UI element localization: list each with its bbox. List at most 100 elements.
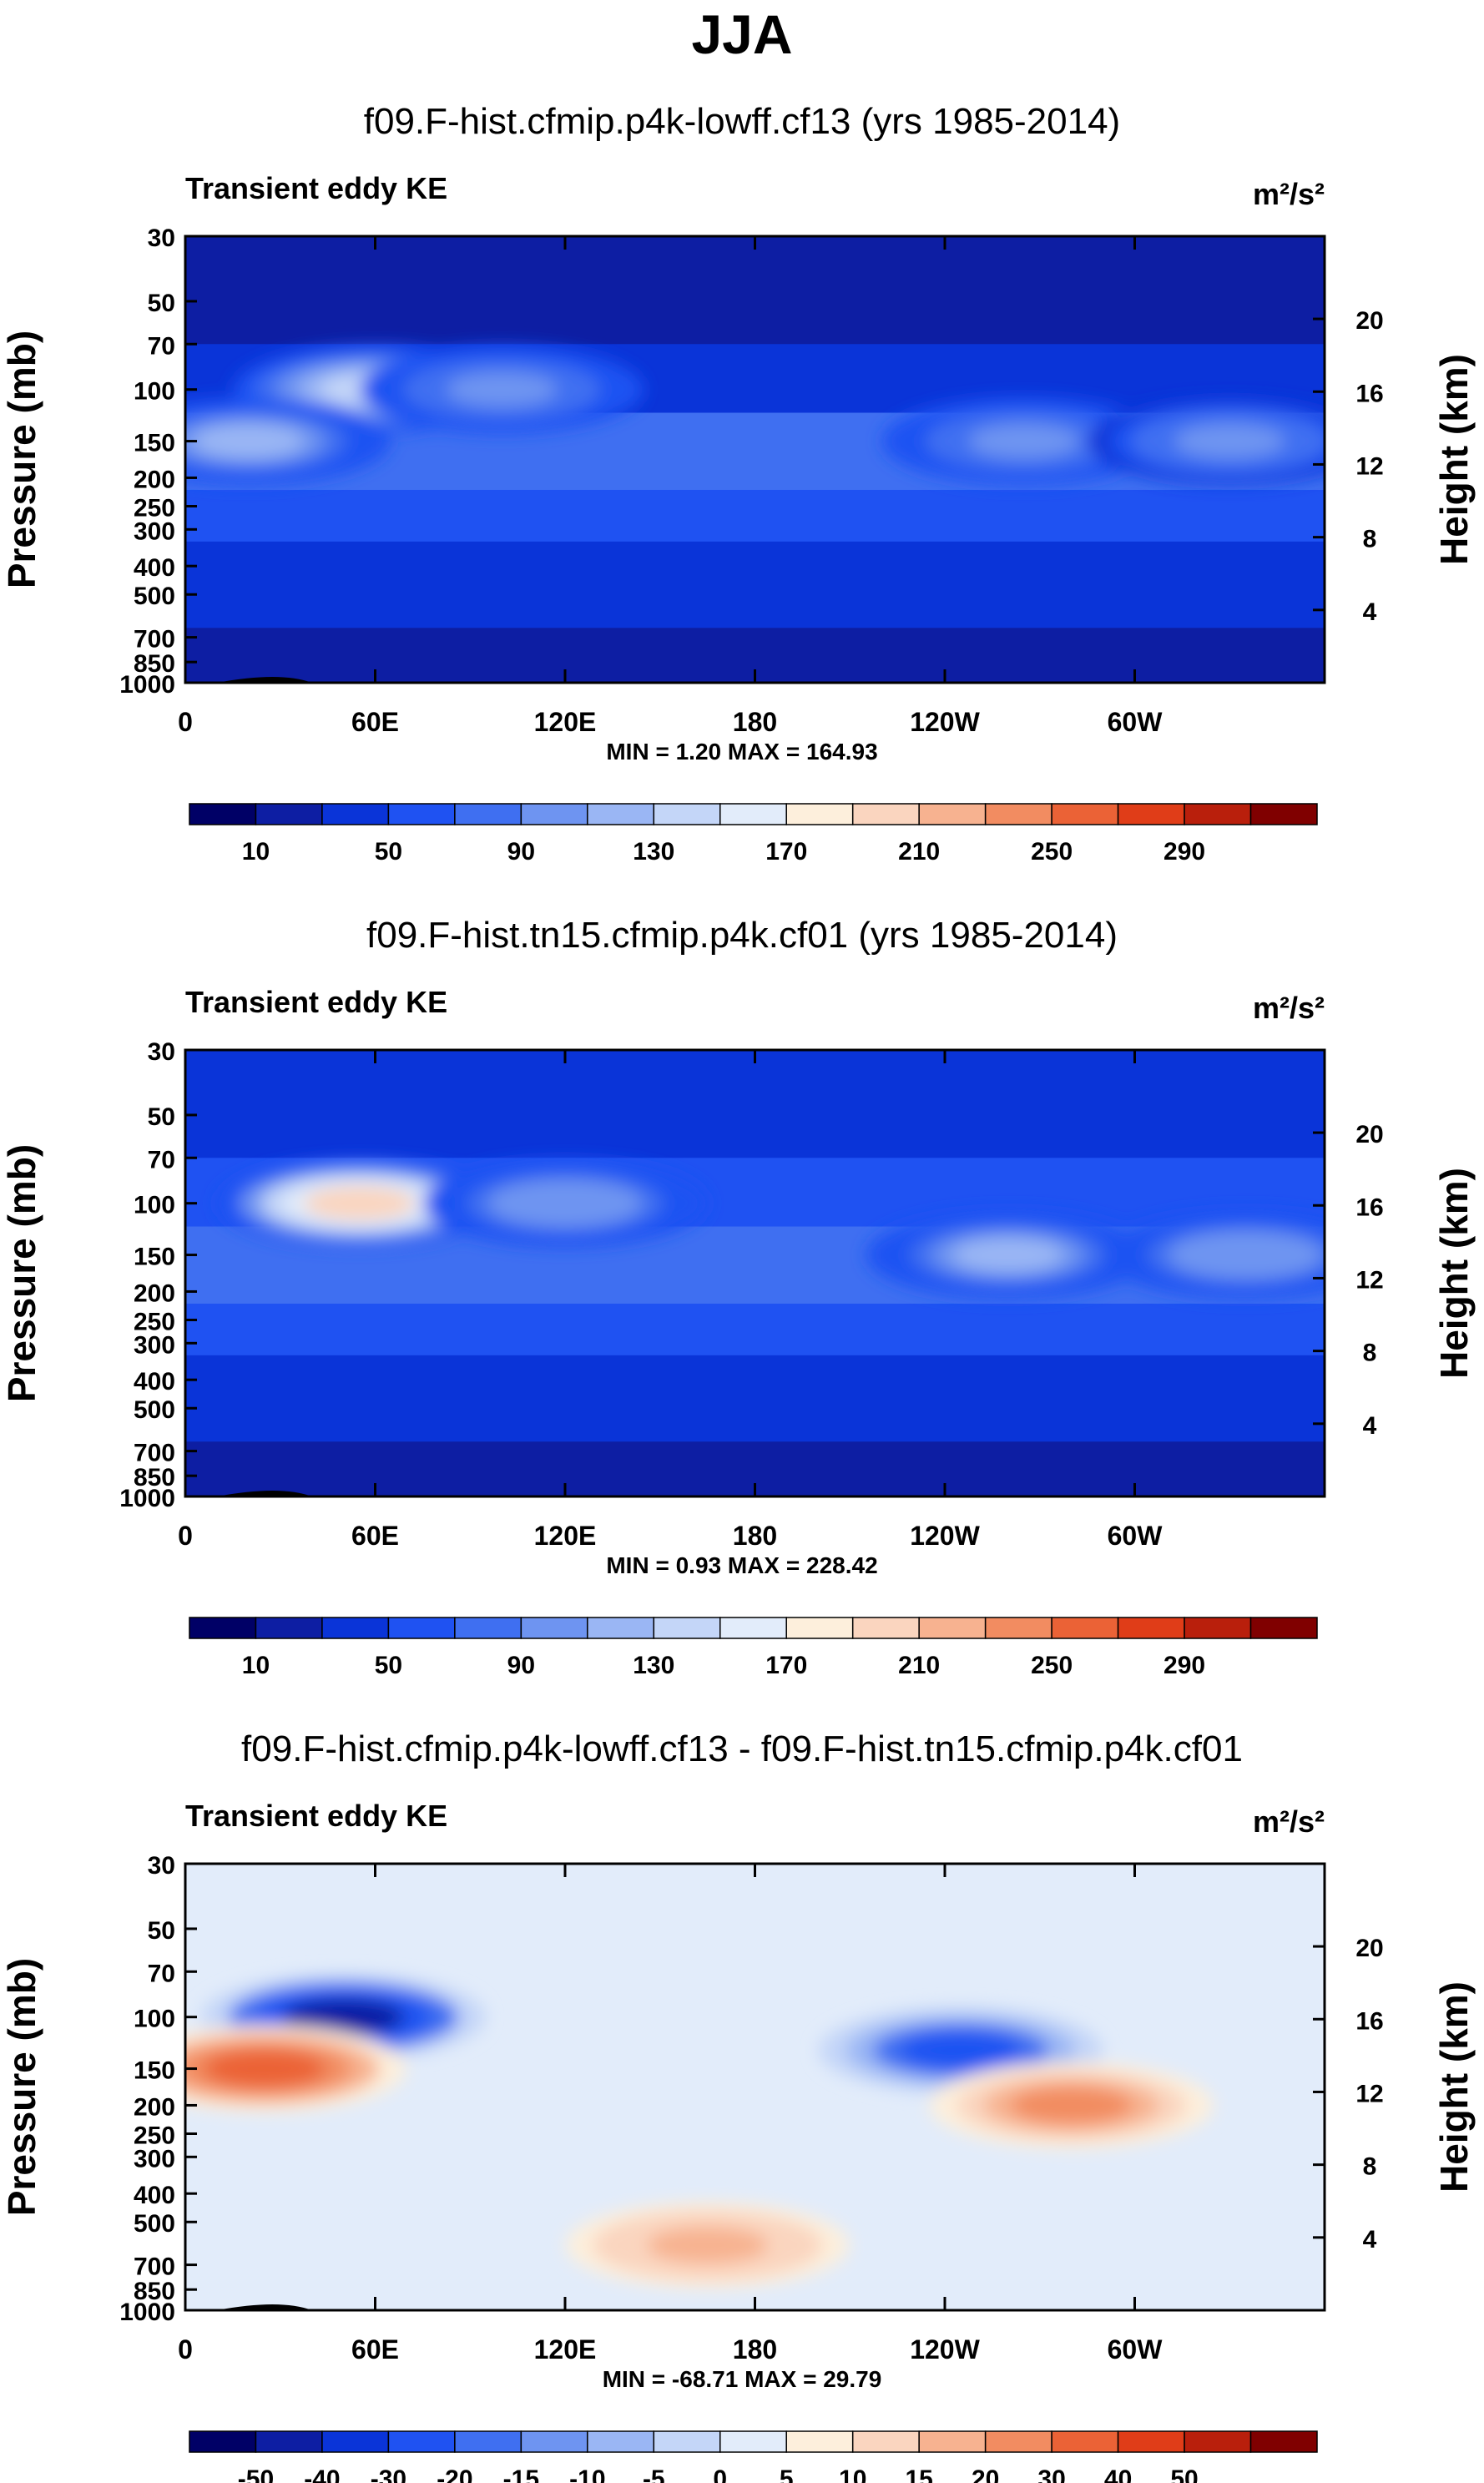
field xyxy=(185,1050,1325,1496)
y-tick-label: 300 xyxy=(134,1331,175,1359)
colorbar-label: 170 xyxy=(765,1652,807,1679)
units-label: m²/s² xyxy=(1253,1804,1325,1839)
colorbar-label: 10 xyxy=(839,2465,866,2483)
colorbar-label: 40 xyxy=(1104,2465,1132,2483)
colorbar-cell xyxy=(189,1617,257,1639)
left-label: Transient eddy KE xyxy=(185,985,447,1019)
x-tick-label: 180 xyxy=(733,1521,777,1551)
negative-min-ring xyxy=(283,1998,405,2036)
colorbar-cell xyxy=(653,803,721,825)
y-axis-title: Pressure (mb) xyxy=(0,331,43,588)
colorbar-label: -20 xyxy=(437,2465,472,2483)
y-axis-title: Pressure (mb) xyxy=(0,1144,43,1402)
colorbar-cell xyxy=(255,1617,323,1639)
colorbar-cell xyxy=(785,1617,854,1639)
x-tick-label: 60E xyxy=(351,707,399,737)
colorbar-label: 10 xyxy=(242,838,270,866)
jet-core-pacific-ring xyxy=(968,424,1079,458)
yright-tick-label: 16 xyxy=(1355,380,1383,407)
colorbar-label: 250 xyxy=(1031,838,1073,866)
features xyxy=(217,1159,1325,1299)
colorbar-cell xyxy=(1184,1617,1252,1639)
band-0 xyxy=(185,1050,1325,1159)
units-label: m²/s² xyxy=(1253,177,1325,211)
x-tick-label: 60W xyxy=(1108,2334,1163,2364)
colorbar-label: 90 xyxy=(507,1652,535,1679)
y-tick-label: 50 xyxy=(148,1103,175,1131)
band-4 xyxy=(185,541,1325,629)
x-tick-label: 60E xyxy=(351,1521,399,1551)
colorbar-label: -40 xyxy=(304,2465,340,2483)
colorbar-label: 0 xyxy=(713,2465,727,2483)
jet-core-pacific-ring xyxy=(952,1238,1063,1272)
yright-tick-label: 20 xyxy=(1355,1935,1383,1962)
panel-title: f09.F-hist.tn15.cfmip.p4k.cf01 (yrs 1985… xyxy=(366,915,1118,956)
colorbar-cell xyxy=(653,2430,721,2453)
y-tick-label: 300 xyxy=(134,2145,175,2173)
y-tick-label: 70 xyxy=(148,332,175,360)
colorbar-cell xyxy=(918,803,987,825)
colorbar-cell xyxy=(1249,803,1318,825)
jet-core-atlantic-ring xyxy=(1174,424,1285,458)
yright-tick-label: 12 xyxy=(1355,2080,1383,2107)
panel-3: f09.F-hist.cfmip.p4k-lowff.cf13 - f09.F-… xyxy=(0,1729,1476,2483)
x-tick-label: 60W xyxy=(1108,1521,1163,1551)
jet-core-west-ring xyxy=(193,424,304,458)
y-tick-label: 700 xyxy=(134,2253,175,2281)
stats-label: MIN = -68.71 MAX = 29.79 xyxy=(603,2366,882,2392)
y-tick-label: 70 xyxy=(148,1146,175,1173)
y-tick-label: 400 xyxy=(134,2182,175,2209)
colorbar-cell xyxy=(1051,2430,1119,2453)
x-tick-label: 120W xyxy=(910,707,980,737)
colorbar-cell xyxy=(255,2430,323,2453)
colorbar-cell xyxy=(587,1617,655,1639)
y-tick-label: 700 xyxy=(134,626,175,654)
field xyxy=(185,1864,1325,2310)
yright-tick-label: 12 xyxy=(1355,1266,1383,1294)
colorbar-cell xyxy=(984,1617,1052,1639)
colorbar-cell xyxy=(1184,2430,1252,2453)
colorbar-cell xyxy=(520,1617,588,1639)
colorbar-cell xyxy=(454,803,522,825)
positive-lower-ring xyxy=(647,2227,769,2264)
y-tick-label: 700 xyxy=(134,1440,175,1467)
colorbar-label: 10 xyxy=(242,1652,270,1679)
colorbar-cell xyxy=(387,803,456,825)
colorbar-cell xyxy=(1249,2430,1318,2453)
field xyxy=(185,236,1325,683)
colorbar-label: 210 xyxy=(898,838,940,866)
y-tick-label: 70 xyxy=(148,1960,175,1987)
colorbar-label: 5 xyxy=(780,2465,794,2483)
y-tick-label: 850 xyxy=(134,1464,175,1491)
band-4 xyxy=(185,1355,1325,1443)
x-tick-label: 120W xyxy=(910,2334,980,2364)
y-tick-label: 100 xyxy=(134,378,175,406)
features xyxy=(185,346,1325,485)
colorbar-cell xyxy=(851,803,920,825)
colorbar-label: 130 xyxy=(633,1652,674,1679)
colorbar-cell xyxy=(785,2430,854,2453)
y-tick-label: 500 xyxy=(134,583,175,610)
colorbar-cell xyxy=(321,803,390,825)
jet-core-atlantic-ring xyxy=(1190,1238,1301,1272)
y-tick-label: 30 xyxy=(148,225,175,252)
colorbar-cell xyxy=(719,2430,787,2453)
y-tick-label: 50 xyxy=(148,290,175,317)
band-3 xyxy=(185,1303,1325,1356)
yright-tick-label: 8 xyxy=(1363,1340,1377,1367)
yright-tick-label: 20 xyxy=(1355,307,1383,335)
colorbar-cell xyxy=(984,2430,1052,2453)
topography xyxy=(216,1491,312,1496)
colorbar-cell xyxy=(918,2430,987,2453)
y-tick-label: 1000 xyxy=(119,1485,175,1512)
colorbar-label: 290 xyxy=(1163,838,1205,866)
x-tick-label: 60W xyxy=(1108,707,1163,737)
colorbar-label: 50 xyxy=(375,838,402,866)
x-tick-label: 180 xyxy=(733,2334,777,2364)
yright-tick-label: 8 xyxy=(1363,2153,1377,2181)
jet-maximum-ring xyxy=(304,1186,415,1220)
y-tick-label: 850 xyxy=(134,2278,175,2305)
panel-title: f09.F-hist.cfmip.p4k-lowff.cf13 (yrs 198… xyxy=(364,101,1120,142)
y-tick-label: 300 xyxy=(134,517,175,545)
y-tick-label: 150 xyxy=(134,1244,175,1271)
